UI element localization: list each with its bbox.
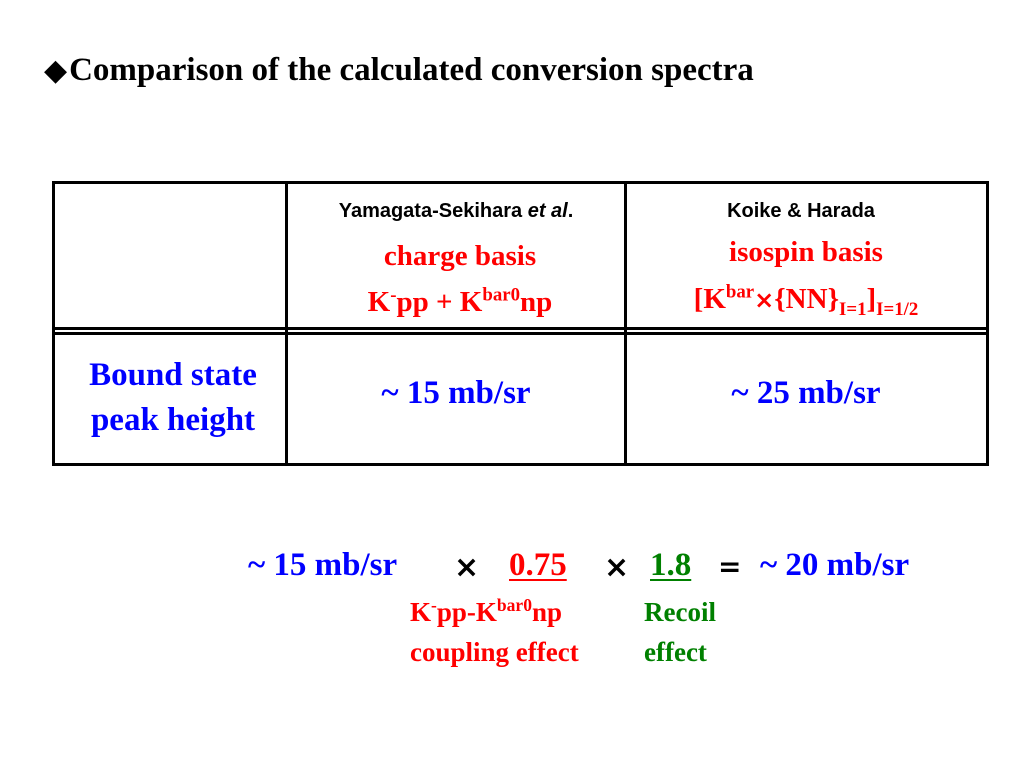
factor-coupling: 0.75 (509, 547, 567, 583)
col1-formula: K-pp + Kbar0np (367, 284, 553, 318)
equals-sign: = (718, 550, 742, 583)
note-coupling-line1: K-pp-Kbar0np (410, 595, 562, 627)
slide-title-text: Comparison of the calculated conversion … (69, 52, 754, 88)
note-coupling-line2: coupling effect (410, 637, 579, 667)
row-label-line1: Bound state (89, 357, 257, 393)
value-col2: ~ 25 mb/sr (731, 375, 881, 411)
col1-basis: charge basis (383, 240, 537, 272)
equation-lhs: ~ 15 mb/sr (248, 547, 398, 583)
times-sign-1: × (454, 550, 480, 585)
row-label-line2: peak height (90, 402, 256, 438)
slide-title: ◆Comparison of the calculated conversion… (44, 52, 754, 89)
equation-rhs: ~ 20 mb/sr (760, 547, 910, 583)
note-recoil-line2: effect (644, 637, 707, 667)
col2-formula: [Kbar×{NN}I=1]I=1/2 (693, 281, 919, 320)
note-recoil: Recoil effect (644, 592, 716, 672)
factor-recoil: 1.8 (650, 547, 692, 583)
value-col1: ~ 15 mb/sr (381, 375, 531, 411)
row-label: Bound state peak height (56, 353, 290, 443)
col1-author: Yamagata-Sekihara et al. (338, 200, 574, 222)
col2-author: Koike & Harada (727, 200, 875, 222)
note-recoil-line1: Recoil (644, 597, 716, 627)
note-coupling: K-pp-Kbar0np coupling effect (410, 592, 579, 672)
diamond-bullet-icon: ◆ (44, 54, 68, 87)
times-sign-2: × (604, 550, 630, 585)
col2-basis: isospin basis (729, 236, 883, 268)
